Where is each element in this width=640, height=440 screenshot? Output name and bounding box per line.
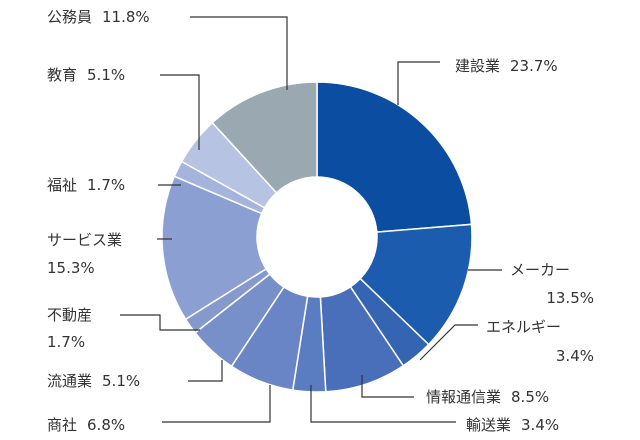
leader-line-2: [419, 324, 478, 361]
leader-line-0: [397, 61, 440, 105]
slice-name-1: メーカー: [510, 261, 570, 279]
slice-label-4-0: 輸送業 3.4%: [466, 416, 559, 434]
slice-1: [359, 223, 473, 346]
leader-line-6: [188, 360, 223, 382]
slice-name-10: 教育: [47, 66, 77, 84]
slice-label-2-0: エネルギー: [486, 318, 561, 336]
slice-label-1-0: メーカー: [510, 261, 570, 279]
slice-group: [161, 81, 473, 393]
leader-line-group: [120, 16, 502, 423]
leader-line-10: [160, 74, 200, 150]
leader-line-4: [310, 385, 456, 423]
slice-label-7-0: 不動産: [47, 306, 92, 324]
slice-percent-6: 5.1%: [102, 372, 140, 390]
slice-name-3: 情報通信業: [426, 388, 501, 406]
slice-label-10-0: 教育 5.1%: [47, 66, 125, 84]
label-group: 建設業 23.7% メーカー 13.5% エネルギー 3.4% 情報通信業 8.5%輸送業 3.…: [47, 8, 594, 434]
slice-percent-7: 1.7%: [47, 333, 85, 351]
slice-name-8: サービス業: [47, 231, 122, 249]
slice-label-0-0: 建設業 23.7%: [455, 57, 558, 75]
slice-percent-5: 6.8%: [87, 416, 125, 434]
slice-11: [211, 81, 318, 194]
slice-name-5: 商社: [47, 416, 77, 434]
slice-label-5-0: 商社 6.8%: [47, 416, 125, 434]
slice-name-7: 不動産: [47, 306, 92, 324]
slice-percent-9: 1.7%: [87, 176, 125, 194]
slice-label-9-0: 福祉 1.7%: [47, 176, 125, 194]
slice-name-9: 福祉: [47, 176, 77, 194]
slice-percent-8: 15.3%: [47, 259, 95, 277]
slice-percent-11: 11.8%: [102, 8, 150, 26]
slice-0: [316, 81, 473, 233]
slice-label-2-1: 3.4%: [556, 347, 594, 365]
leader-line-5: [162, 385, 271, 423]
slice-name-11: 公務員: [47, 8, 92, 26]
slice-name-6: 流通業: [47, 372, 92, 390]
slice-name-0: 建設業: [455, 57, 500, 75]
slice-name-2: エネルギー: [486, 318, 561, 336]
slice-label-8-0: サービス業: [47, 231, 122, 249]
slice-label-8-1: 15.3%: [47, 259, 95, 277]
leader-line-11: [190, 16, 288, 90]
leader-line-3: [361, 375, 414, 398]
slice-label-7-1: 1.7%: [47, 333, 85, 351]
slice-label-6-0: 流通業 5.1%: [47, 372, 140, 390]
slice-percent-2: 3.4%: [556, 347, 594, 365]
slice-label-11-0: 公務員 11.8%: [47, 8, 150, 26]
slice-percent-4: 3.4%: [521, 416, 559, 434]
slice-name-4: 輸送業: [466, 416, 511, 434]
slice-percent-3: 8.5%: [511, 388, 549, 406]
slice-percent-10: 5.1%: [87, 66, 125, 84]
slice-label-3-0: 情報通信業 8.5%: [426, 388, 549, 406]
slice-label-1-1: 13.5%: [546, 289, 594, 307]
slice-percent-1: 13.5%: [546, 289, 594, 307]
leader-line-7: [120, 314, 200, 331]
slice-percent-0: 23.7%: [510, 57, 558, 75]
